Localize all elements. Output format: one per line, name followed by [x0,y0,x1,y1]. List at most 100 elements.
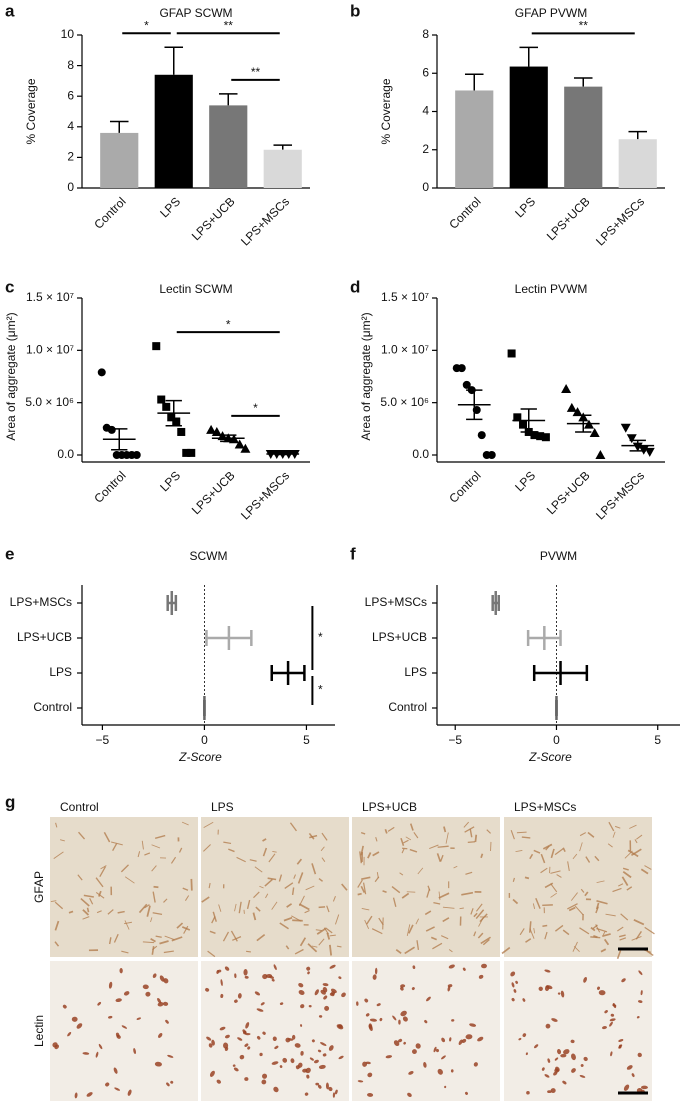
x-tick-label: LPS+UCB [544,194,593,243]
cell-process [254,866,263,873]
x-tick-label: 5 [654,733,661,747]
cell-process [622,867,629,871]
cell-process [334,914,340,925]
cell-process [482,938,490,946]
cell-process [436,853,442,863]
cell [571,1068,576,1073]
cell-process [529,928,535,939]
cell [314,989,319,996]
cell-process [573,946,580,952]
cell-process [442,917,450,923]
cell-process [579,842,583,852]
significance-label: * [318,683,323,697]
cell-process [121,950,129,954]
cell-process [572,941,578,952]
cell [570,1039,575,1044]
cell [256,1008,264,1012]
cell-process [562,847,566,853]
cell-process [107,909,114,915]
cell [571,1053,576,1061]
cell-process [550,870,561,874]
y-tick-label: 8 [422,27,429,41]
cell-process [144,904,150,909]
cell-process [515,850,523,853]
x-tick-label: 0 [553,733,560,747]
cell-process [475,909,485,920]
x-axis-label: Z-Score [178,750,222,764]
cell [547,1090,552,1094]
cell-process [401,892,410,899]
cell [450,1069,454,1073]
cell [271,978,275,982]
cell-process [153,885,159,889]
cell [315,1082,320,1086]
micrograph [352,961,500,1101]
cell-process [164,935,175,941]
cell-process [299,895,305,907]
cell-process [602,933,611,938]
cell-process [406,924,411,937]
cell-process [480,853,484,859]
cell [152,973,157,979]
y-tick-label: 1.5 × 10⁷ [26,290,74,304]
cell-process [562,929,570,936]
cell-process [554,848,564,856]
cell-process [413,832,419,839]
bar [509,66,548,188]
cell [329,964,336,969]
cell [157,997,162,1004]
cell [325,1082,329,1090]
cell-process [405,836,412,841]
cell-process [584,891,589,897]
cell [638,1000,643,1003]
cell [448,964,455,969]
cell [365,1013,370,1017]
cell [254,991,261,996]
cell [338,1024,343,1029]
cell-process [234,903,237,912]
cell-process [464,826,475,833]
cell [433,1046,437,1053]
cell-process [329,934,336,937]
cell-process [152,891,156,903]
cell [557,992,561,995]
cell-process [262,847,268,857]
cell [372,974,377,980]
cell-process [644,865,652,870]
cell [54,1044,60,1050]
cell-process [399,872,404,876]
cell [541,1067,545,1071]
point [462,380,471,389]
cell-process [425,926,435,932]
cell-process [141,840,144,850]
bar [618,139,657,188]
cell [400,1010,407,1017]
cell-process [614,825,621,829]
cell [244,1043,249,1047]
cell [525,1052,528,1056]
point [530,431,539,440]
point [626,434,637,444]
cell-process [315,929,322,932]
cell-process [326,932,331,940]
cell-process [626,886,633,891]
cell-process [463,821,470,828]
cell [609,1021,613,1027]
cell [233,1067,239,1072]
cell-process [409,848,418,853]
panel-letter: d [350,277,360,296]
cell [166,1082,170,1087]
cell [423,1062,427,1068]
point [187,448,196,457]
cell [515,980,519,984]
category-label: LPS [404,665,427,679]
cell [309,1057,314,1061]
cell [224,1034,230,1039]
cell-process [146,905,151,917]
cell-process [54,920,60,931]
cell [224,966,230,971]
cell [341,992,346,998]
cell-process [554,924,564,932]
cell [550,1088,556,1093]
